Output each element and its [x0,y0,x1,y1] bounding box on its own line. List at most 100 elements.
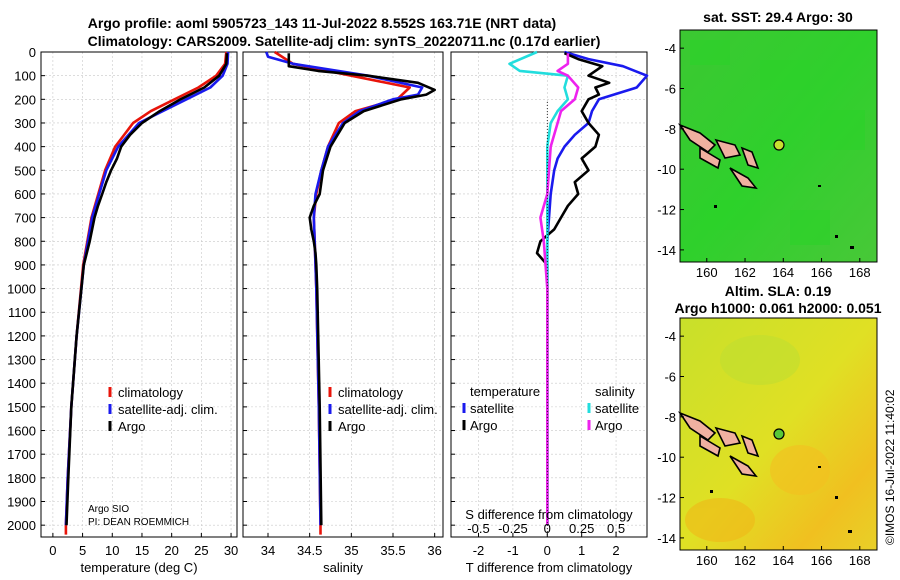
map-y-tick-label: -14 [657,243,676,258]
salinity-diff-axis-label: S difference from climatology [465,507,633,522]
sst-map-axes: 160 162 164 166 168 -4 -6 -8 -10 -12 -14 [657,41,870,280]
legend-label: satellite [470,401,514,416]
map-y-tick-label: -4 [664,41,676,56]
map-y-tick-label: -8 [664,410,676,425]
x-tick-label: 30 [224,543,238,558]
x-tick-label: 35 [344,543,358,558]
sla-map-title-line1: Altim. SLA: 0.19 [725,283,832,299]
x-tick-label: 5 [79,543,86,558]
x-tick-label: 2 [612,543,619,558]
sst-map-islets [714,185,854,249]
x-tick-label: 35.5 [380,543,405,558]
x-tick-label: 34.5 [297,543,322,558]
legend-label: climatology [118,385,184,400]
x-tick-label: -1 [507,543,519,558]
salinity-diff-tick-label: -0.25 [498,521,528,536]
y-tick-label: 400 [14,140,36,155]
map-y-tick-label: -6 [664,370,676,385]
legend-label: Argo [118,419,145,434]
x-axis-label: temperature (deg C) [80,560,197,575]
sla-argo-marker [773,428,785,440]
x-tick-label: 10 [105,543,119,558]
legend-label: satellite-adj. clim. [338,402,438,417]
sla-map-title-line2: Argo h1000: 0.061 h2000: 0.051 [674,300,881,316]
map-x-tick-label: 162 [734,265,756,280]
map-y-tick-label: -12 [657,491,676,506]
sla-map-islets [710,466,852,533]
salinity-diff-tick-label: 0 [544,521,551,536]
y-tick-label: 500 [14,163,36,178]
argo-institution: Argo SIO [88,504,129,515]
y-tick-label: 300 [14,116,36,131]
sst-field-texture [690,40,865,245]
difference-panel: -2 -1 0 1 2 T difference from climatology temp… [450,50,649,575]
salinity-panel: 34 34.5 35 35.5 36 salinity climatology satelli… [242,50,444,575]
map-x-tick-label: 168 [849,265,871,280]
x-tick-label: 36 [427,543,441,558]
series-line [65,53,229,526]
y-tick-label: 1400 [7,376,36,391]
legend-title-temperature: temperature [470,384,540,399]
y-tick-label: 100 [14,69,36,84]
y-tick-label: 800 [14,234,36,249]
sla-map-axes: 160 162 164 166 168 -4 -6 -8 -10 -12 -14 [657,329,870,568]
map-x-tick-label: 166 [811,265,833,280]
series-line [287,53,437,526]
sla-map: Altim. SLA: 0.19 Argo h1000: 0.061 h2000… [657,283,882,568]
x-axis-label: salinity [323,560,363,575]
legend-title-salinity: salinity [595,384,635,399]
plot-frame [242,51,444,538]
legend-label: climatology [338,385,404,400]
map-x-tick-label: 160 [696,553,718,568]
y-tick-label: 1900 [7,495,36,510]
sla-field-texture [685,335,830,542]
x-tick-label: 34 [261,543,275,558]
x-tick-label: 0 [49,543,56,558]
map-y-tick-label: -10 [657,162,676,177]
sla-map-land [677,411,760,478]
map-y-tick-label: -14 [657,531,676,546]
legend-label: Argo [595,418,622,433]
y-tick-label: 1100 [8,305,36,320]
sst-map-land [677,123,760,190]
sst-map: sat. SST: 29.4 Argo: 30 160 162 164 166 168 -… [657,9,878,280]
y-tick-label: 0 [29,45,36,60]
legend-label: Argo [470,418,497,433]
figure-title-line2: Climatology: CARS2009. Satellite-adj cli… [88,33,601,49]
salinity-diff-tick-label: 0.5 [607,521,625,536]
map-y-tick-label: -10 [657,450,676,465]
series-line [535,52,611,526]
y-tick-label: 2000 [7,518,36,533]
plot-frame [450,51,648,538]
figure-title-line1: Argo profile: aoml 5905723_143 11-Jul-20… [88,15,556,31]
y-tick-label: 1800 [7,471,36,486]
y-tick-label: 700 [14,211,36,226]
y-tick-label: 1000 [7,282,36,297]
x-tick-label: 0 [544,543,551,558]
series-line [539,53,580,526]
y-tick-label: 1200 [7,329,36,344]
legend-label: Argo [338,419,365,434]
map-y-tick-label: -12 [657,203,676,218]
y-tick-label: 1300 [7,353,36,368]
y-tick-label: 600 [14,187,36,202]
map-y-tick-label: -6 [664,82,676,97]
plot-frame [40,51,238,538]
map-y-tick-label: -4 [664,329,676,344]
credit-stamp: ©IMOS 16-Jul-2022 11:40:02 [883,389,897,545]
x-tick-label: 1 [578,543,585,558]
map-y-tick-label: -8 [664,122,676,137]
y-tick-label: 1500 [7,400,36,415]
map-x-tick-label: 160 [696,265,718,280]
series-line [64,51,228,535]
salinity-diff-tick-label: 0.25 [569,521,594,536]
map-x-tick-label: 164 [772,265,794,280]
x-tick-label: 25 [194,543,208,558]
x-tick-label: -2 [473,543,485,558]
y-tick-label: 1700 [7,447,36,462]
x-tick-label: 20 [164,543,178,558]
map-x-tick-label: 162 [734,553,756,568]
map-x-tick-label: 168 [849,553,871,568]
y-tick-label: 200 [14,92,36,107]
